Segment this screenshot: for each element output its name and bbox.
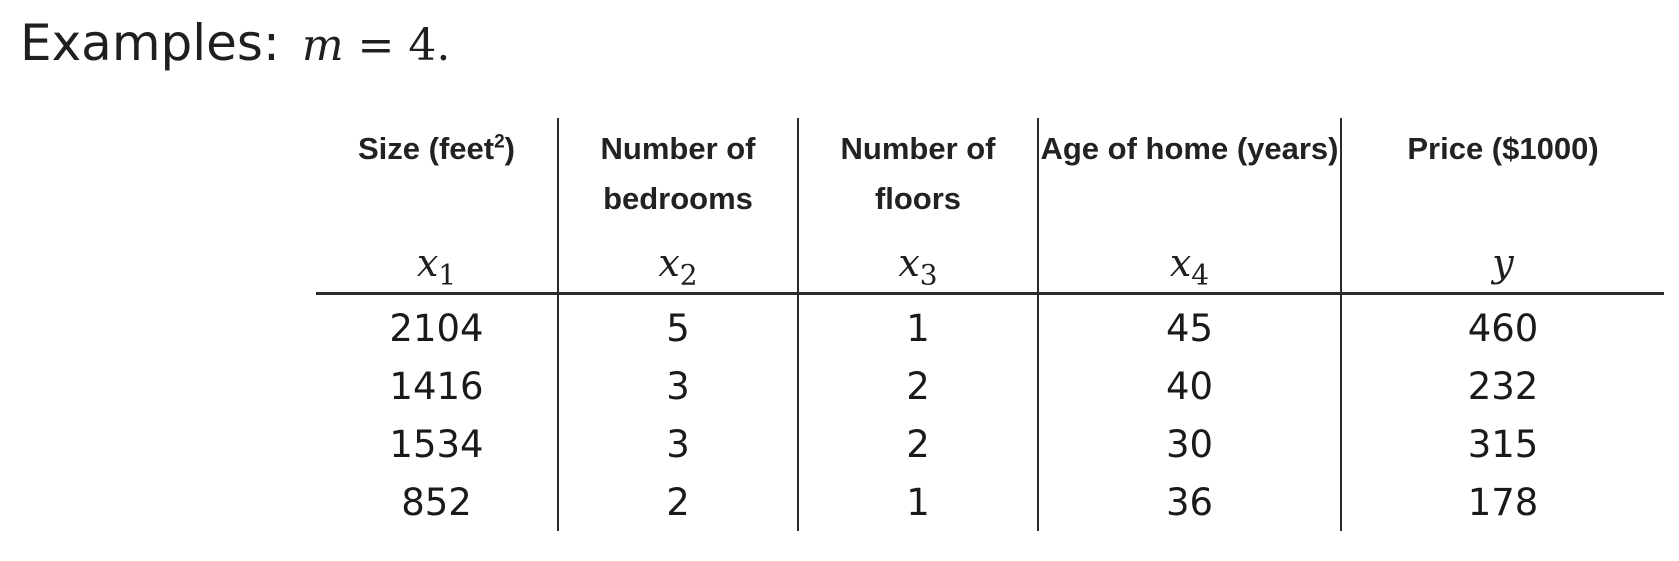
header-price: Price ($1000) (1340, 118, 1664, 234)
slide-heading: Examples: m = 4. (20, 14, 450, 86)
heading-math: m = 4. (302, 20, 451, 71)
table-cell: 2104 (389, 306, 484, 350)
table-cell: 3 (557, 415, 798, 473)
header-bedrooms: Number of bedrooms (557, 118, 798, 234)
table-row: 852 2 1 36 178 (316, 473, 1664, 531)
table-cell: 45 (1037, 293, 1341, 357)
header-label-row: Size (feet2) Number of bedrooms Number o… (316, 118, 1664, 234)
table-row: 1534 3 2 30 315 (316, 415, 1664, 473)
table-cell: 315 (1340, 415, 1664, 473)
header-size-superscript: 2 (494, 131, 505, 153)
table-cell: 3 (557, 357, 798, 415)
table-cell: 30 (1037, 415, 1341, 473)
math-variable-m: m (301, 20, 344, 71)
table-cell: 460 (1340, 293, 1664, 357)
table-cell: 36 (1037, 473, 1341, 531)
header-floors: Number of floors (797, 118, 1038, 234)
math-equals-value: = 4. (343, 20, 451, 71)
table-cell: 178 (1340, 473, 1664, 531)
header-size: Size (feet2) (357, 131, 515, 166)
table-row: 2104 5 1 45 460 (316, 293, 1664, 357)
table-cell: 1534 (389, 422, 484, 466)
table-cell: 2 (797, 357, 1038, 415)
table-cell: 1416 (389, 364, 484, 408)
header-age: Age of home (years) (1037, 118, 1341, 234)
table-cell: 852 (401, 480, 472, 524)
table-cell: 1 (797, 473, 1038, 531)
header-variable-row: x1 x2 x3 x4 y (316, 234, 1664, 295)
training-examples-table: Size (feet2) Number of bedrooms Number o… (316, 118, 1664, 531)
table-cell: 2 (797, 415, 1038, 473)
table-cell: 5 (557, 293, 798, 357)
heading-label: Examples: (20, 14, 280, 72)
table-cell: 1 (797, 293, 1038, 357)
table-row: 1416 3 2 40 232 (316, 357, 1664, 415)
variable-x3: x3 (797, 234, 1038, 295)
variable-x2: x2 (557, 234, 798, 295)
training-examples-table-container: Size (feet2) Number of bedrooms Number o… (316, 118, 1664, 531)
variable-x4: x4 (1037, 234, 1341, 295)
variable-y: y (1340, 234, 1664, 295)
table-cell: 232 (1340, 357, 1664, 415)
table-cell: 40 (1037, 357, 1341, 415)
table-cell: 2 (557, 473, 798, 531)
variable-x1: x1 (316, 234, 558, 295)
